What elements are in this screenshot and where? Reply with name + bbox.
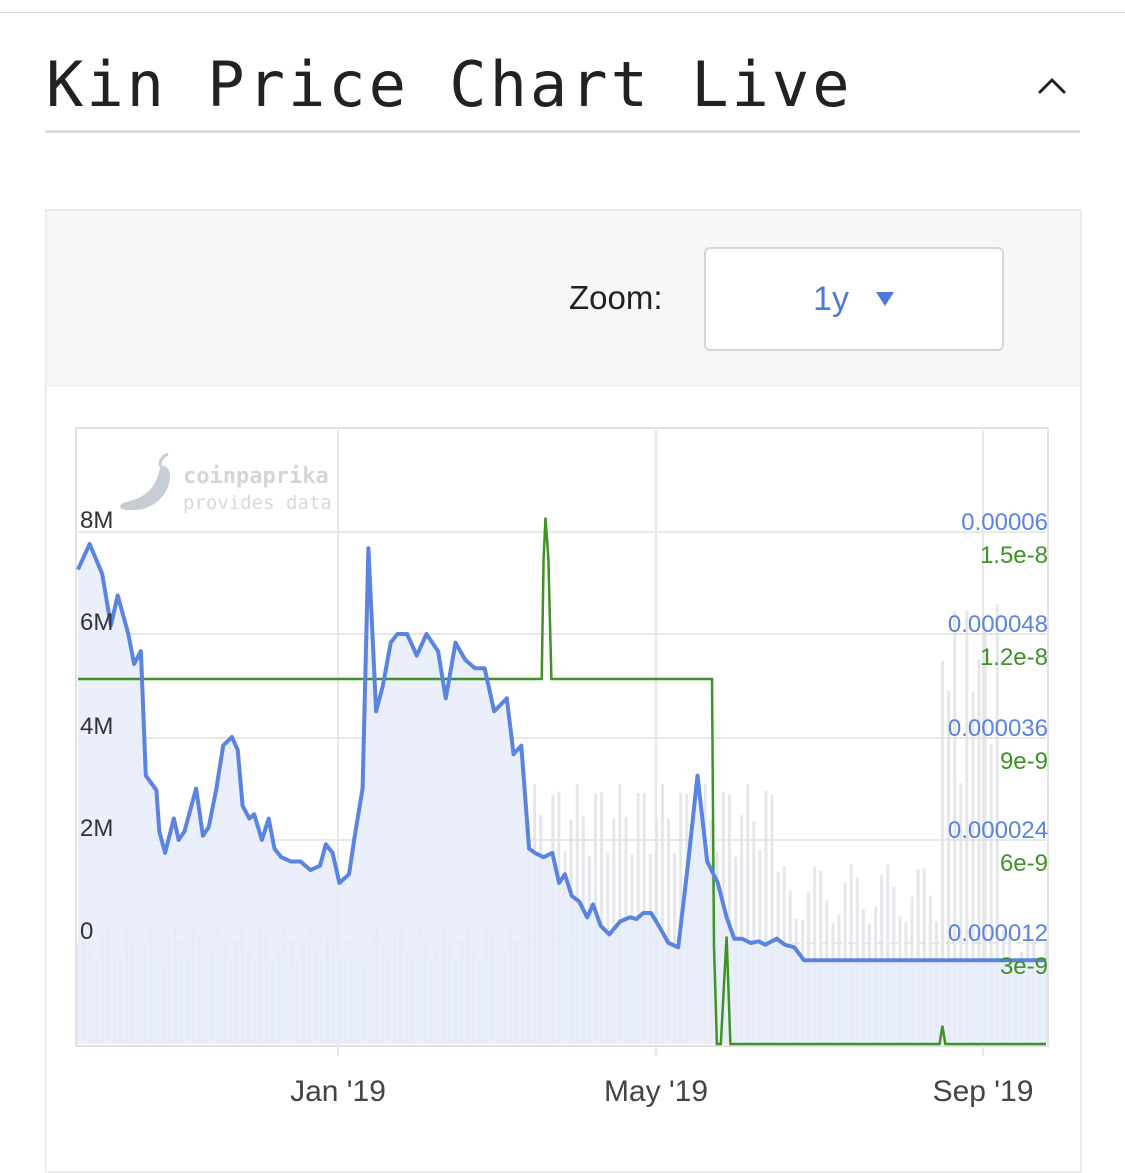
y-left-tick-label: 8M bbox=[80, 507, 113, 534]
page-title: Kin Price Chart Live bbox=[46, 48, 853, 121]
y-right-price-tick-label: 0.00006 bbox=[961, 509, 1048, 536]
title-divider bbox=[45, 130, 1080, 133]
triangle-down-icon bbox=[875, 292, 894, 306]
chart-toolbar: Zoom: 1y bbox=[47, 211, 1080, 386]
volume-bar bbox=[746, 784, 750, 1044]
y-left-tick-label: 2M bbox=[80, 815, 113, 842]
y-right-secondary-tick-label: 1.5e-8 bbox=[980, 542, 1048, 569]
volume-bar bbox=[770, 794, 774, 1044]
volume-bar bbox=[989, 744, 993, 1044]
y-left-tick-label: 0 bbox=[80, 918, 93, 945]
volume-bar bbox=[849, 864, 853, 1044]
volume-bar bbox=[916, 868, 920, 1044]
y-left-tick-label: 4M bbox=[80, 713, 113, 740]
volume-bar bbox=[600, 792, 604, 1044]
top-border bbox=[0, 0, 1125, 13]
y-left-tick-label: 6M bbox=[80, 609, 113, 636]
volume-bar bbox=[965, 610, 969, 1044]
x-tick-label: May '19 bbox=[604, 1075, 708, 1108]
volume-bar bbox=[727, 794, 731, 1044]
watermark: coinpaprika provides data bbox=[120, 452, 332, 514]
volume-bar bbox=[886, 864, 890, 1044]
volume-bar bbox=[983, 625, 987, 1044]
x-tick-label: Sep '19 bbox=[933, 1075, 1034, 1108]
watermark-brand: coinpaprika bbox=[183, 464, 329, 489]
chevron-up-icon bbox=[1038, 78, 1066, 94]
volume-bar bbox=[977, 659, 981, 1044]
price-series-line bbox=[76, 541, 1046, 963]
price-chart[interactable]: coinpaprika provides data 0 2M 4M 6M 8M 0.00… bbox=[0, 0, 1125, 1145]
secondary-series-line bbox=[78, 517, 1046, 1046]
x-tick-label: Jan '19 bbox=[290, 1075, 386, 1108]
watermark-tagline: provides data bbox=[183, 492, 332, 514]
price-area-fill bbox=[78, 543, 1046, 1044]
volume-bar bbox=[959, 783, 963, 1044]
volume-bar bbox=[941, 660, 945, 1044]
volume-bar bbox=[995, 604, 999, 1044]
volume-bar bbox=[667, 818, 671, 1044]
y-right-secondary-tick-label: 1.2e-8 bbox=[980, 644, 1048, 671]
volume-bar bbox=[813, 866, 817, 1044]
volume-bar bbox=[953, 610, 957, 1044]
collapse-button[interactable] bbox=[1030, 64, 1074, 108]
volume-bar bbox=[819, 870, 823, 1044]
y-right-price-tick-label: 0.000024 bbox=[948, 817, 1048, 844]
y-right-price-tick-label: 0.000036 bbox=[948, 715, 1048, 742]
volume-bar bbox=[764, 791, 768, 1044]
y-right-secondary-tick-label: 3e-9 bbox=[1000, 953, 1048, 980]
volume-bar bbox=[660, 784, 664, 1044]
volume-bar bbox=[971, 691, 975, 1044]
y-right-secondary-tick-label: 9e-9 bbox=[1000, 748, 1048, 775]
zoom-value: 1y bbox=[813, 279, 849, 318]
y-right-price-tick-label: 0.000012 bbox=[948, 920, 1048, 947]
chili-pepper-icon bbox=[120, 452, 171, 511]
volume-bar bbox=[740, 815, 744, 1044]
volume-bar bbox=[947, 690, 951, 1044]
left-axis: 0 2M 4M 6M 8M bbox=[80, 507, 113, 945]
y-right-price-tick-label: 0.000048 bbox=[948, 611, 1048, 638]
zoom-select[interactable]: 1y bbox=[704, 247, 1004, 351]
zoom-label: Zoom: bbox=[569, 279, 663, 316]
volume-bar bbox=[922, 868, 926, 1044]
right-axis: 0.000012 0.000024 0.000036 0.000048 0.00006 3… bbox=[948, 509, 1048, 980]
y-right-secondary-tick-label: 6e-9 bbox=[1000, 850, 1048, 877]
x-axis: Jan '19 May '19 Sep '19 bbox=[290, 1075, 1033, 1108]
volume-bar bbox=[752, 820, 756, 1044]
volume-bar bbox=[618, 784, 622, 1044]
